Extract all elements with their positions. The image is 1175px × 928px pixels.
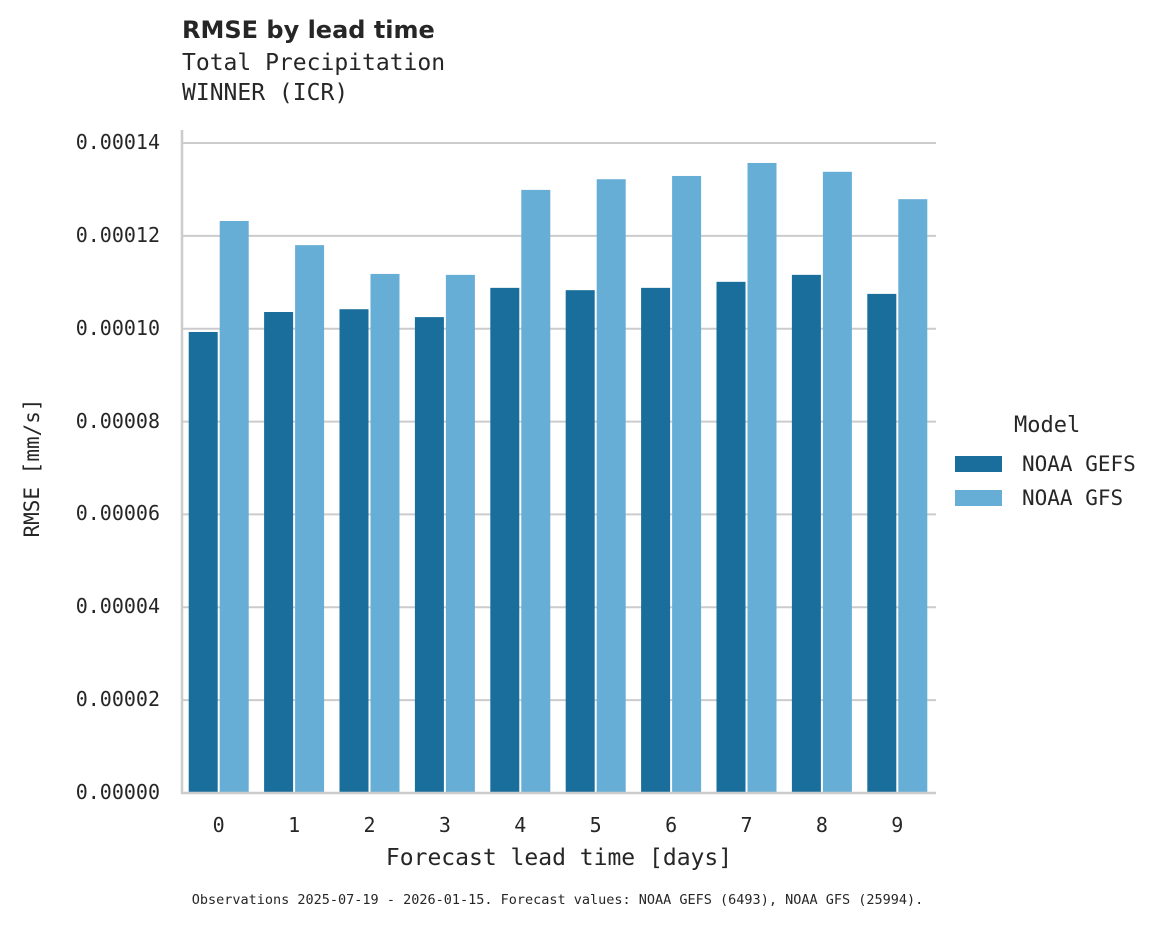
- legend-label-gefs: NOAA GEFS: [1022, 452, 1136, 476]
- legend-title: Model: [1014, 413, 1081, 438]
- bar-noaa-gfs-day-2: [370, 273, 400, 793]
- footnote: Observations 2025-07-19 - 2026-01-15. Fo…: [191, 892, 924, 908]
- bar-noaa-gefs-day-7: [716, 281, 746, 793]
- x-tick-label: 5: [589, 813, 602, 837]
- bar-noaa-gefs-day-6: [641, 287, 671, 793]
- x-tick-label: 6: [665, 813, 678, 837]
- y-tick-label: 0.00012: [75, 222, 160, 247]
- bar-noaa-gefs-day-9: [867, 293, 897, 793]
- bar-noaa-gefs-day-8: [791, 274, 821, 793]
- legend-item-gfs: NOAA GFS: [955, 486, 1123, 510]
- bar-noaa-gfs-day-3: [445, 274, 475, 793]
- y-tick-label: 0.00010: [75, 315, 160, 340]
- bar-noaa-gfs-day-7: [747, 162, 777, 793]
- bar-noaa-gefs-day-5: [565, 290, 595, 793]
- y-tick-label: 0.00008: [75, 408, 160, 433]
- y-tick-label: 0.00000: [75, 780, 160, 804]
- chart-subtitle-dataset: WINNER (ICR): [182, 80, 349, 106]
- chart-subtitle-variable: Total Precipitation: [182, 50, 446, 76]
- y-tick-label: 0.00014: [75, 130, 160, 154]
- legend-swatch-gfs: [955, 490, 1002, 506]
- x-tick-label: 2: [363, 813, 376, 837]
- bar-noaa-gefs-day-2: [339, 309, 369, 793]
- bar-noaa-gfs-day-8: [822, 171, 852, 794]
- bar-noaa-gfs-day-4: [521, 189, 551, 794]
- x-tick-label: 9: [891, 813, 904, 837]
- legend-label-gfs: NOAA GFS: [1022, 486, 1124, 510]
- y-tick-label: 0.00006: [75, 501, 160, 526]
- x-tick-label: 7: [740, 813, 753, 837]
- bar-noaa-gefs-day-0: [188, 331, 218, 793]
- bar-noaa-gefs-day-4: [490, 287, 520, 793]
- bar-noaa-gfs-day-5: [596, 179, 626, 793]
- x-tick-label: 8: [815, 813, 828, 837]
- bar-noaa-gfs-day-9: [898, 199, 928, 793]
- bar-noaa-gfs-day-0: [219, 221, 249, 793]
- legend-swatch-gefs: [955, 456, 1002, 472]
- x-tick-label: 3: [438, 813, 451, 837]
- y-tick-label: 0.00004: [75, 594, 160, 619]
- legend-item-gefs: NOAA GEFS: [955, 452, 1136, 476]
- x-tick-label: 4: [514, 813, 527, 837]
- bar-noaa-gefs-day-3: [414, 317, 444, 793]
- bar-noaa-gefs-day-1: [264, 312, 294, 793]
- y-axis-label: RMSE [mm/s]: [20, 398, 44, 538]
- x-tick-label: 0: [212, 813, 225, 837]
- bar-noaa-gfs-day-1: [295, 245, 325, 794]
- x-tick-label: 1: [288, 813, 301, 837]
- chart-title: RMSE by lead time: [182, 16, 435, 44]
- y-tick-label: 0.00002: [75, 687, 160, 712]
- x-axis-label: Forecast lead time [days]: [385, 845, 733, 871]
- bar-noaa-gfs-day-6: [672, 175, 702, 793]
- bars: [188, 162, 928, 794]
